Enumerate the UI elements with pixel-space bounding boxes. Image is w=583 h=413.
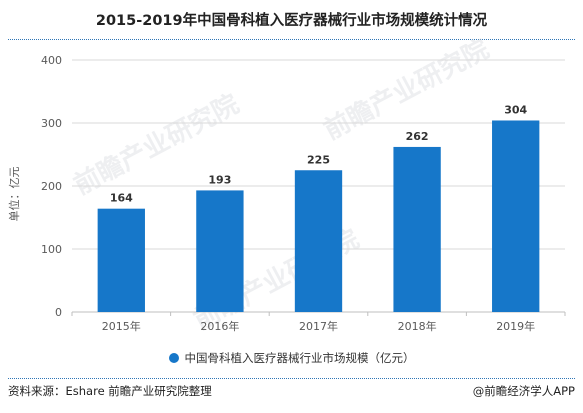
bar bbox=[294, 170, 343, 312]
x-tick-label: 2016年 bbox=[200, 319, 239, 333]
bar bbox=[97, 208, 145, 312]
bar bbox=[196, 190, 244, 312]
y-tick-label: 400 bbox=[41, 54, 62, 67]
bar bbox=[393, 146, 441, 312]
source-note: 资料来源：Eshare 前瞻产业研究院整理 bbox=[8, 384, 212, 398]
legend-swatch bbox=[168, 353, 179, 363]
x-tick-label: 2015年 bbox=[102, 319, 141, 333]
credit-note: @前瞻经济学人APP bbox=[472, 384, 575, 398]
x-tick-label: 2019年 bbox=[496, 319, 535, 333]
y-tick-label: 0 bbox=[55, 306, 62, 319]
legend-label: 中国骨科植入医疗器械行业市场规模（亿元） bbox=[184, 351, 415, 365]
y-tick-label: 200 bbox=[41, 180, 62, 193]
data-label: 225 bbox=[307, 153, 330, 166]
data-label: 164 bbox=[110, 192, 133, 205]
x-tick-label: 2018年 bbox=[398, 319, 437, 333]
legend: 中国骨科植入医疗器械行业市场规模（亿元） bbox=[0, 350, 583, 366]
data-label: 262 bbox=[406, 130, 429, 143]
y-tick-label: 300 bbox=[41, 117, 62, 130]
chart-title: 2015-2019年中国骨科植入医疗器械行业市场规模统计情况 bbox=[95, 13, 488, 29]
y-axis-title: 单位：亿元 bbox=[7, 167, 21, 222]
footer-divider bbox=[8, 378, 575, 379]
data-label: 193 bbox=[208, 173, 231, 186]
y-tick-label: 100 bbox=[41, 243, 62, 256]
data-label: 304 bbox=[504, 103, 527, 116]
x-tick-label: 2017年 bbox=[299, 319, 338, 333]
title-divider bbox=[8, 39, 575, 40]
bar bbox=[492, 120, 540, 312]
